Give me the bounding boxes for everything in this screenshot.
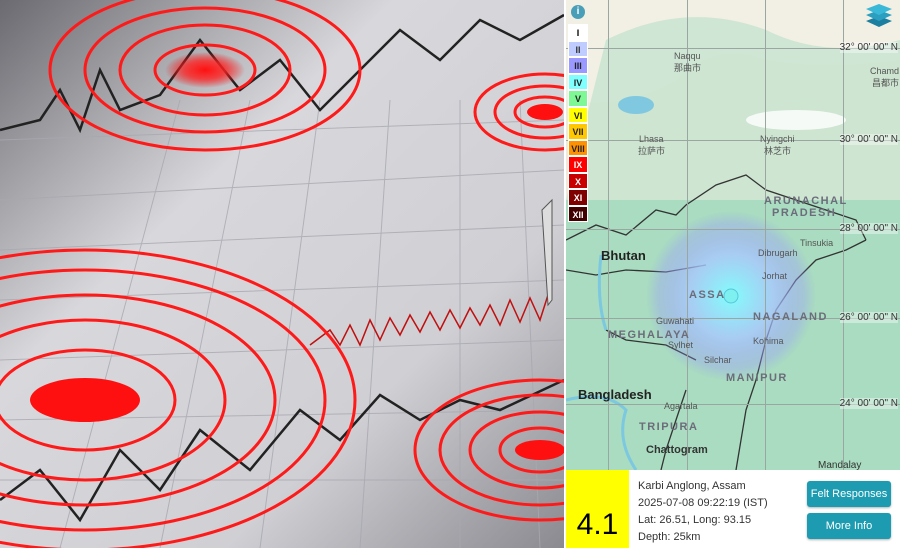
place-label: Naqqu — [674, 51, 701, 61]
place-label: Sylhet — [668, 340, 694, 350]
intensity-legend: I II III IV V VI VII VIII IX X XI XII — [568, 24, 588, 222]
lat-label: 30° 00' 00" N — [839, 134, 898, 145]
intensity-level-VIII: VIII — [568, 139, 588, 156]
magnitude-badge: 4.1 — [566, 470, 629, 548]
event-panel: 4.1 Karbi Anglong, Assam 2025-07-08 09:2… — [566, 470, 900, 548]
state-label: NAGALAND — [753, 311, 828, 323]
map-terrain — [566, 0, 900, 470]
place-label: Chamd — [870, 66, 900, 76]
intensity-level-I: I — [568, 24, 588, 41]
place-label: 拉萨市 — [638, 146, 666, 156]
divider — [564, 0, 566, 548]
place-label: Mandalay — [818, 460, 862, 470]
state-label: MANIPUR — [726, 372, 788, 384]
state-label: ARUNACHAL — [764, 195, 848, 207]
place-label: Dibrugarh — [758, 248, 798, 258]
event-location: Karbi Anglong, Assam — [638, 480, 746, 492]
lat-label: 26° 00' 00" N — [839, 312, 898, 323]
intensity-level-XI: XI — [568, 189, 588, 206]
state-label: PRADESH — [772, 207, 837, 219]
epicenter-marker — [723, 288, 739, 304]
place-label: Kohima — [753, 336, 784, 346]
place-label: 林芝市 — [764, 146, 792, 156]
more-info-button[interactable]: More Info — [807, 513, 891, 539]
layers-icon[interactable] — [864, 2, 894, 28]
place-label: Agartala — [664, 401, 698, 411]
country-label: Bhutan — [601, 248, 646, 263]
country-label: Bangladesh — [578, 387, 652, 402]
event-datetime: 2025-07-08 09:22:19 (IST) — [638, 497, 768, 509]
place-label: 昌都市 — [872, 78, 900, 88]
state-label: ASSA — [689, 289, 726, 301]
state-label: TRIPURA — [639, 421, 699, 433]
info-icon[interactable]: i — [571, 5, 585, 19]
seismic-trace — [0, 13, 564, 134]
place-label: 那曲市 — [674, 63, 702, 73]
event-coordinates: Lat: 26.51, Long: 93.15 — [638, 514, 752, 526]
place-label: Nyingchi — [760, 134, 795, 144]
felt-responses-button[interactable]: Felt Responses — [807, 481, 891, 507]
place-label: Silchar — [704, 355, 732, 365]
intensity-level-III: III — [568, 57, 588, 74]
intensity-level-X: X — [568, 172, 588, 189]
lat-label: 24° 00' 00" N — [839, 398, 898, 409]
event-details: Karbi Anglong, Assam 2025-07-08 09:22:19… — [638, 478, 768, 546]
place-label: Lhasa — [639, 134, 664, 144]
place-label: Jorhat — [762, 271, 788, 281]
state-label: MEGHALAYA — [608, 329, 691, 341]
intensity-level-VII: VII — [568, 123, 588, 140]
lat-label: 32° 00' 00" N — [839, 42, 898, 53]
intensity-level-XII: XII — [568, 205, 588, 222]
seismograph-photo — [0, 0, 564, 548]
intensity-level-V: V — [568, 90, 588, 107]
place-label: Guwahati — [656, 316, 695, 326]
lat-label: 28° 00' 00" N — [839, 223, 898, 234]
place-label: Tinsukia — [800, 238, 834, 248]
intensity-level-II: II — [568, 40, 588, 57]
intensity-level-IV: IV — [568, 73, 588, 90]
intensity-level-VI: VI — [568, 106, 588, 123]
intensity-level-IX: IX — [568, 156, 588, 173]
quake-rings-top — [48, 0, 362, 152]
event-depth: Depth: 25km — [638, 531, 701, 543]
place-label: Chattogram — [646, 444, 708, 456]
earthquake-map[interactable]: 32° 00' 00" N 30° 00' 00" N 28° 00' 00" … — [566, 0, 900, 470]
